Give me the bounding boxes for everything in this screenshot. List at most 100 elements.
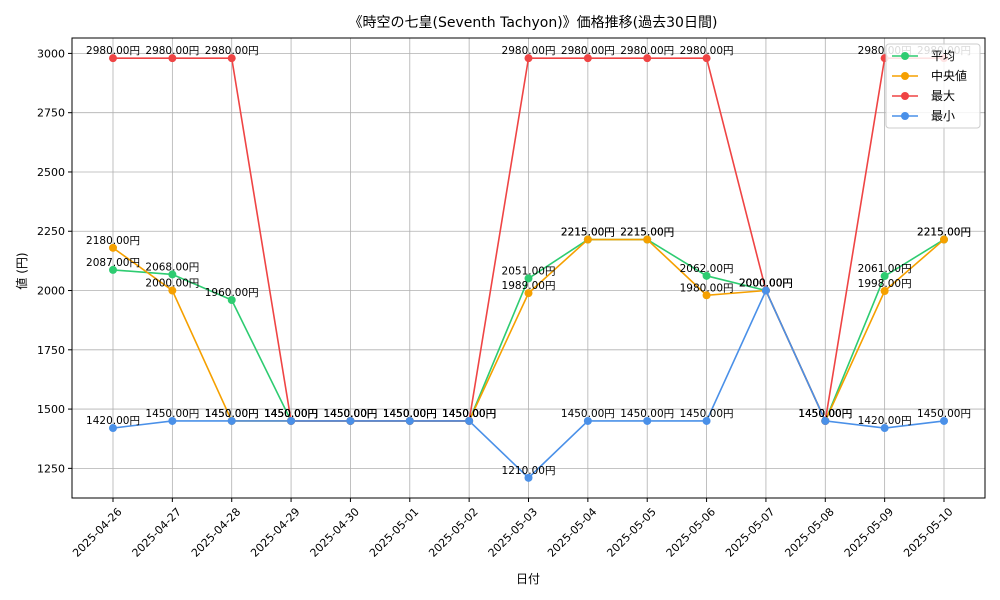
data-label: 2980.00円 — [561, 45, 615, 57]
data-label: 2061.00円 — [858, 263, 912, 275]
x-tick-label: 2025-05-01 — [367, 505, 421, 559]
y-axis: 1250 1500 1750 2000 2250 2500 2750 3000 — [37, 47, 72, 475]
data-label: 2980.00円 — [620, 45, 674, 57]
data-label: 1450.00円 — [798, 408, 852, 420]
data-label: 2180.00円 — [86, 235, 140, 247]
data-point — [880, 424, 889, 433]
data-point — [109, 424, 117, 433]
data-label: 1450.00円 — [798, 408, 852, 420]
legend-box — [885, 43, 981, 129]
y-tick-label: 2750 — [37, 107, 65, 120]
data-label: 2980.00円 — [680, 45, 734, 57]
y-tick-label: 2000 — [37, 285, 65, 298]
data-label: 2215.00円 — [917, 227, 971, 239]
data-label: 2087.00円 — [86, 257, 140, 269]
data-point — [405, 416, 414, 425]
data-label: 2215.00円 — [917, 227, 971, 239]
data-label: 2000.00円 — [739, 278, 793, 290]
data-point — [168, 416, 177, 425]
legend-entry: 中央値 — [931, 68, 967, 83]
data-point — [940, 416, 948, 425]
chart-title: 《時空の七皇(Seventh Tachyon)》価格推移(過去30日間) — [349, 15, 718, 31]
data-label: 2068.00円 — [145, 261, 199, 273]
data-label: 2980.00円 — [205, 45, 259, 57]
data-label: 2051.00円 — [502, 265, 556, 277]
data-point — [109, 265, 117, 274]
data-label: 2980.00円 — [145, 45, 199, 57]
data-point — [346, 416, 355, 425]
y-tick-label: 1750 — [37, 344, 65, 357]
data-label: 2215.00円 — [620, 227, 674, 239]
data-point — [227, 416, 236, 425]
x-tick-label: 2025-05-02 — [426, 505, 480, 559]
data-point — [524, 274, 533, 283]
data-point — [465, 416, 474, 425]
y-tick-label: 1250 — [37, 462, 65, 475]
legend-marker — [901, 92, 909, 100]
data-point — [880, 287, 889, 295]
x-tick-label: 2025-05-10 — [901, 505, 955, 559]
data-label: 1980.00円 — [680, 282, 734, 294]
data-point — [643, 235, 652, 244]
data-point — [168, 286, 177, 295]
data-label: 2000.00円 — [739, 278, 793, 290]
data-label: 2215.00円 — [561, 227, 615, 239]
data-point — [702, 416, 711, 425]
x-tick-label: 2025-04-29 — [248, 505, 302, 559]
legend-entry: 最小 — [931, 109, 955, 123]
data-point — [940, 235, 948, 244]
data-label: 1989.00円 — [502, 280, 556, 292]
data-point — [761, 286, 770, 295]
data-label: 2215.00円 — [620, 227, 674, 239]
x-tick-label: 2025-05-08 — [782, 505, 836, 559]
data-point — [583, 416, 592, 425]
data-label: 1998.00円 — [858, 278, 912, 290]
x-tick-label: 2025-05-09 — [842, 505, 896, 559]
legend-entry: 平均 — [931, 49, 955, 63]
data-label: 1450.00円 — [561, 408, 615, 420]
data-label: 1450.00円 — [442, 408, 496, 420]
data-point — [524, 54, 533, 63]
x-tick-label: 2025-05-06 — [664, 505, 718, 559]
x-axis-label: 日付 — [516, 572, 540, 586]
data-label: 1450.00円 — [383, 408, 437, 420]
y-axis-label: 値 (円) — [14, 252, 29, 289]
data-label: 2062.00円 — [680, 263, 734, 275]
data-label: 1450.00円 — [323, 408, 377, 420]
data-point — [702, 291, 711, 300]
x-tick-label: 2025-04-26 — [70, 505, 124, 559]
x-tick-label: 2025-04-28 — [189, 505, 243, 559]
x-tick-label: 2025-05-03 — [486, 505, 540, 559]
data-label: 2980.00円 — [86, 45, 140, 57]
data-point — [109, 243, 117, 252]
data-point — [227, 54, 236, 63]
data-label: 2000.00円 — [739, 278, 793, 290]
plot-grid — [72, 38, 985, 498]
x-axis: 2025-04-26 2025-04-27 2025-04-28 2025-04-29… — [70, 498, 956, 560]
data-point — [524, 473, 533, 482]
legend-marker — [901, 52, 909, 60]
data-label: 1420.00円 — [86, 415, 140, 427]
data-point — [583, 54, 592, 63]
data-point — [880, 272, 889, 281]
data-label: 2215.00円 — [561, 227, 615, 239]
x-tick-label: 2025-05-05 — [604, 505, 658, 559]
data-label: 1450.00円 — [383, 408, 437, 420]
data-label: 1450.00円 — [620, 408, 674, 420]
data-label: 1450.00円 — [323, 408, 377, 420]
data-label: 1450.00円 — [680, 408, 734, 420]
legend-marker — [901, 112, 909, 120]
data-label: 1450.00円 — [442, 408, 496, 420]
y-tick-label: 2500 — [37, 166, 65, 179]
data-point — [583, 235, 592, 244]
data-point — [643, 54, 652, 63]
data-point — [109, 54, 117, 63]
data-point — [821, 416, 830, 425]
legend-entry: 最大 — [931, 89, 955, 103]
legend-marker — [901, 72, 909, 80]
data-point — [287, 416, 296, 425]
data-label: 1450.00円 — [442, 408, 496, 420]
data-label: 1450.00円 — [323, 408, 377, 420]
